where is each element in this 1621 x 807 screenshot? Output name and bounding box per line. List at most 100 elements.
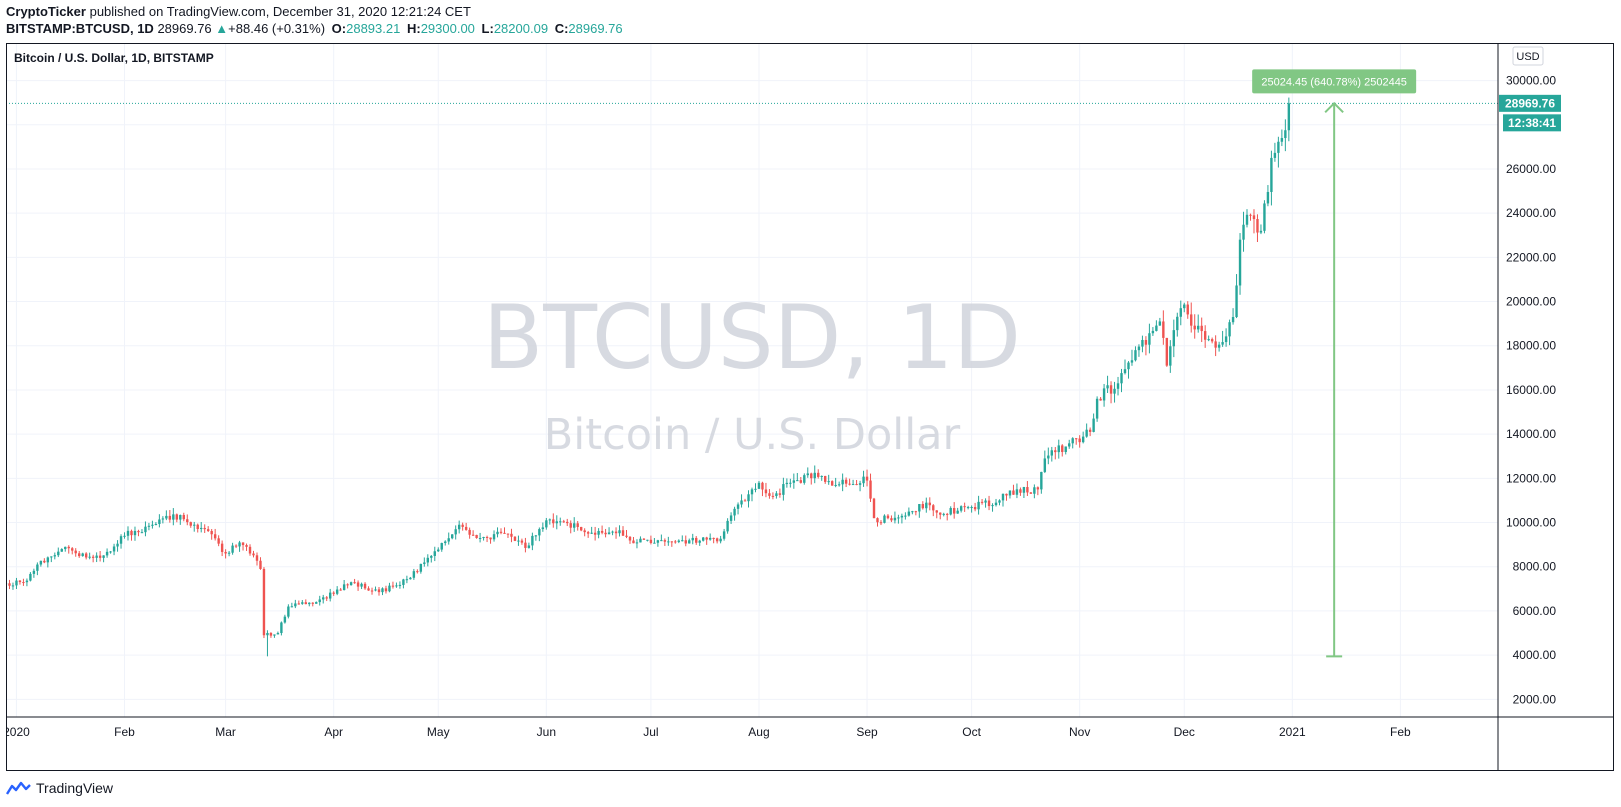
candle (998, 499, 1001, 506)
candle (227, 551, 231, 557)
candle (468, 527, 471, 539)
tradingview-wordmark: TradingView (36, 780, 114, 796)
x-tick-label: Aug (748, 725, 769, 739)
candle (517, 535, 520, 546)
close-value: 28969.76 (568, 21, 623, 36)
candle (583, 528, 586, 537)
measure-tool[interactable]: 25024.45 (640.78%) 2502445 (1252, 69, 1417, 94)
candle (339, 587, 342, 591)
candle (1026, 481, 1029, 496)
candle (398, 581, 402, 589)
candle (381, 587, 384, 596)
candle (520, 538, 524, 545)
price-axis[interactable]: 2000.00 4000.00 6000.00 8000.00 10000.00 1200… (1506, 74, 1556, 707)
candle (1214, 335, 1217, 357)
candle (604, 528, 607, 538)
candle (1099, 397, 1102, 401)
high-key: H: (406, 21, 421, 36)
candle (133, 526, 137, 541)
candle (193, 521, 196, 532)
candle (778, 488, 782, 498)
close-key: C: (554, 21, 569, 36)
candle (1033, 484, 1036, 499)
y-tick-label: 2000.00 (1513, 692, 1557, 706)
author-name[interactable]: CryptoTicker (6, 4, 86, 19)
candle (496, 527, 499, 538)
candle (15, 577, 18, 590)
candle (635, 539, 639, 549)
open-key: O: (331, 21, 347, 36)
candle (1242, 211, 1245, 252)
x-tick-label: Jul (643, 725, 658, 739)
candle (1207, 335, 1210, 342)
candle (792, 473, 796, 489)
candle (1137, 344, 1141, 357)
candle (116, 540, 119, 552)
candle (785, 478, 789, 488)
candle (1221, 330, 1224, 347)
candle (695, 536, 698, 545)
candle (625, 530, 628, 539)
candle (942, 512, 945, 517)
candle (161, 516, 165, 524)
candle (851, 479, 855, 486)
candle (255, 552, 259, 566)
candle (970, 505, 973, 513)
candle (559, 517, 562, 526)
candle (485, 535, 489, 543)
candle (67, 545, 70, 554)
chart-title: Bitcoin / U.S. Dollar, 1D, BITSTAMP (14, 51, 214, 65)
candle (736, 502, 740, 515)
candle (719, 535, 722, 544)
candle (269, 632, 273, 638)
candle (733, 506, 736, 521)
candle (817, 469, 820, 479)
candle (440, 542, 443, 552)
candle (53, 552, 57, 560)
candle (123, 532, 126, 539)
last-price: 28969.76 (157, 21, 212, 36)
candle (810, 472, 813, 485)
candle (614, 527, 618, 539)
candle (1085, 423, 1088, 438)
candle (653, 538, 656, 544)
candle (210, 529, 213, 540)
candle (946, 512, 949, 521)
candle (991, 503, 994, 512)
candle (1169, 340, 1172, 373)
candle (914, 510, 918, 516)
candle (119, 534, 123, 549)
candle (412, 568, 416, 580)
high-value: 29300.00 (420, 21, 475, 36)
candle (444, 540, 447, 546)
candle (423, 557, 426, 567)
candle (1165, 337, 1169, 367)
candle (639, 536, 642, 543)
x-tick-label: Feb (114, 725, 135, 739)
candle (165, 510, 168, 521)
candle (980, 499, 984, 505)
candle (388, 582, 391, 593)
candle (95, 552, 98, 563)
currency-button[interactable]: USD (1512, 46, 1544, 66)
candle (510, 528, 513, 543)
candle (984, 498, 987, 508)
candle (973, 502, 977, 512)
x-tick-label: Apr (324, 725, 343, 739)
candle (1200, 317, 1203, 343)
time-axis[interactable]: 2020 Feb Mar Apr May Jun Jul Aug Sep Oct Nov Dec 202… (6, 725, 1411, 739)
price-chart[interactable]: BTCUSD, 1D Bitcoin / U.S. Dollar 2000.00… (6, 43, 1614, 771)
low-key: L: (481, 21, 494, 36)
candle (827, 474, 830, 485)
candle (754, 483, 757, 493)
candle (311, 602, 314, 607)
candle (478, 532, 482, 543)
candle (283, 614, 287, 624)
candle (144, 521, 147, 537)
tradingview-branding[interactable]: TradingView (6, 780, 113, 796)
candle (1064, 446, 1067, 455)
candle (803, 473, 806, 485)
candle (681, 535, 684, 542)
candle (656, 539, 660, 547)
candle (1266, 185, 1270, 207)
